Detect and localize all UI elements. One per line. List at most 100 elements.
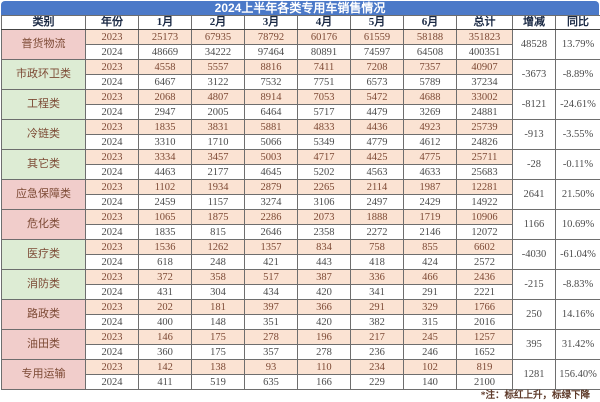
value-cell: 7053 xyxy=(297,89,351,105)
value-cell: 1710 xyxy=(191,134,245,150)
value-cell: 5003 xyxy=(244,149,298,165)
yoy-cell: -3.55% xyxy=(555,119,600,150)
column-header: 5月 xyxy=(350,15,404,30)
value-cell: 278 xyxy=(297,344,351,360)
table-row: 其它类 2023 3334 3457 5003 4717 4425 4775 25711 -28-… xyxy=(1,149,600,180)
category-cell: 专用运输 xyxy=(1,359,86,390)
value-cell: 1835 xyxy=(138,119,192,135)
value-cell: 146 xyxy=(138,329,192,345)
value-cell: 400 xyxy=(138,314,192,330)
value-cell: 4425 xyxy=(350,149,404,165)
value-cell: 618 xyxy=(138,254,192,270)
value-cell: 2272 xyxy=(350,224,404,240)
value-cell: 758 xyxy=(350,239,404,255)
change-cell: 250 xyxy=(512,299,556,330)
value-cell: 1065 xyxy=(138,209,192,225)
table-row: 2024 618 248 421 443 418 424 2572 xyxy=(2,254,600,270)
value-cell: 148 xyxy=(191,314,245,330)
table-row: 2024 431 304 434 420 341 291 2221 xyxy=(2,284,600,300)
value-cell: 304 xyxy=(191,284,245,300)
category-cell: 路政类 xyxy=(1,299,86,330)
yoy-cell: -8.89% xyxy=(555,59,600,90)
change-cell: -28 xyxy=(512,149,556,180)
value-cell: 138 xyxy=(191,359,245,375)
value-cell: 34222 xyxy=(191,44,245,60)
table-row: 2024 48669 34222 97464 80891 74597 64508 400351 xyxy=(2,44,600,60)
value-cell: 2016 xyxy=(456,314,513,330)
column-header: 4月 xyxy=(297,15,351,30)
change-cell: -3673 xyxy=(512,59,556,90)
year-cell: 2023 xyxy=(85,119,139,135)
value-cell: 4645 xyxy=(244,164,298,180)
value-cell: 1875 xyxy=(191,209,245,225)
value-cell: 5789 xyxy=(403,74,457,90)
value-cell: 4612 xyxy=(403,134,457,150)
value-cell: 58188 xyxy=(403,29,457,45)
value-cell: 420 xyxy=(297,314,351,330)
value-cell: 1719 xyxy=(403,209,457,225)
value-cell: 2879 xyxy=(244,179,298,195)
value-cell: 1536 xyxy=(138,239,192,255)
value-cell: 411 xyxy=(138,374,192,390)
value-cell: 5472 xyxy=(350,89,404,105)
value-cell: 33002 xyxy=(456,89,513,105)
value-cell: 358 xyxy=(191,269,245,285)
value-cell: 78792 xyxy=(244,29,298,45)
value-cell: 217 xyxy=(350,329,404,345)
value-cell: 1652 xyxy=(456,344,513,360)
value-cell: 7751 xyxy=(297,74,351,90)
value-cell: 175 xyxy=(191,344,245,360)
value-cell: 2114 xyxy=(350,179,404,195)
column-header: 3月 xyxy=(244,15,298,30)
value-cell: 357 xyxy=(244,344,298,360)
value-cell: 4479 xyxy=(350,104,404,120)
value-cell: 815 xyxy=(191,224,245,240)
value-cell: 424 xyxy=(403,254,457,270)
value-cell: 4923 xyxy=(403,119,457,135)
value-cell: 12072 xyxy=(456,224,513,240)
table-row: 专用运输 2023 142 138 93 110 234 102 819 1281 156.40% xyxy=(1,359,600,390)
value-cell: 142 xyxy=(138,359,192,375)
year-cell: 2023 xyxy=(85,89,139,105)
value-cell: 10906 xyxy=(456,209,513,225)
column-header: 同比 xyxy=(555,15,600,30)
year-cell: 2023 xyxy=(85,179,139,195)
table-row: 2024 411 519 635 166 229 140 2100 xyxy=(2,374,600,390)
value-cell: 2497 xyxy=(350,194,404,210)
value-cell: 4463 xyxy=(138,164,192,180)
year-cell: 2024 xyxy=(85,224,139,240)
value-cell: 2177 xyxy=(191,164,245,180)
value-cell: 420 xyxy=(297,284,351,300)
value-cell: 97464 xyxy=(244,44,298,60)
year-cell: 2023 xyxy=(85,359,139,375)
value-cell: 8914 xyxy=(244,89,298,105)
year-cell: 2024 xyxy=(85,254,139,270)
value-cell: 2436 xyxy=(456,269,513,285)
category-cell: 工程类 xyxy=(1,89,86,120)
change-cell: -8121 xyxy=(512,89,556,120)
value-cell: 3122 xyxy=(191,74,245,90)
year-cell: 2024 xyxy=(85,194,139,210)
sales-table: 类别 年份 1月 2月 3月 4月 5月 6月 总计 增减 同比 普货物流 2023 25173 6793… xyxy=(1,15,600,390)
value-cell: 202 xyxy=(138,299,192,315)
value-cell: 14922 xyxy=(456,194,513,210)
value-cell: 2100 xyxy=(456,374,513,390)
value-cell: 181 xyxy=(191,299,245,315)
change-cell: -4030 xyxy=(512,239,556,270)
year-cell: 2023 xyxy=(85,29,139,45)
value-cell: 3334 xyxy=(138,149,192,165)
value-cell: 4717 xyxy=(297,149,351,165)
value-cell: 519 xyxy=(191,374,245,390)
table-row: 2024 4463 2177 4645 5202 4563 4633 25683 xyxy=(2,164,600,180)
value-cell: 1102 xyxy=(138,179,192,195)
value-cell: 387 xyxy=(297,269,351,285)
value-cell: 466 xyxy=(403,269,457,285)
value-cell: 67935 xyxy=(191,29,245,45)
year-cell: 2023 xyxy=(85,269,139,285)
year-cell: 2024 xyxy=(85,104,139,120)
value-cell: 64508 xyxy=(403,44,457,60)
value-cell: 1987 xyxy=(403,179,457,195)
value-cell: 12281 xyxy=(456,179,513,195)
value-cell: 4436 xyxy=(350,119,404,135)
value-cell: 2646 xyxy=(244,224,298,240)
